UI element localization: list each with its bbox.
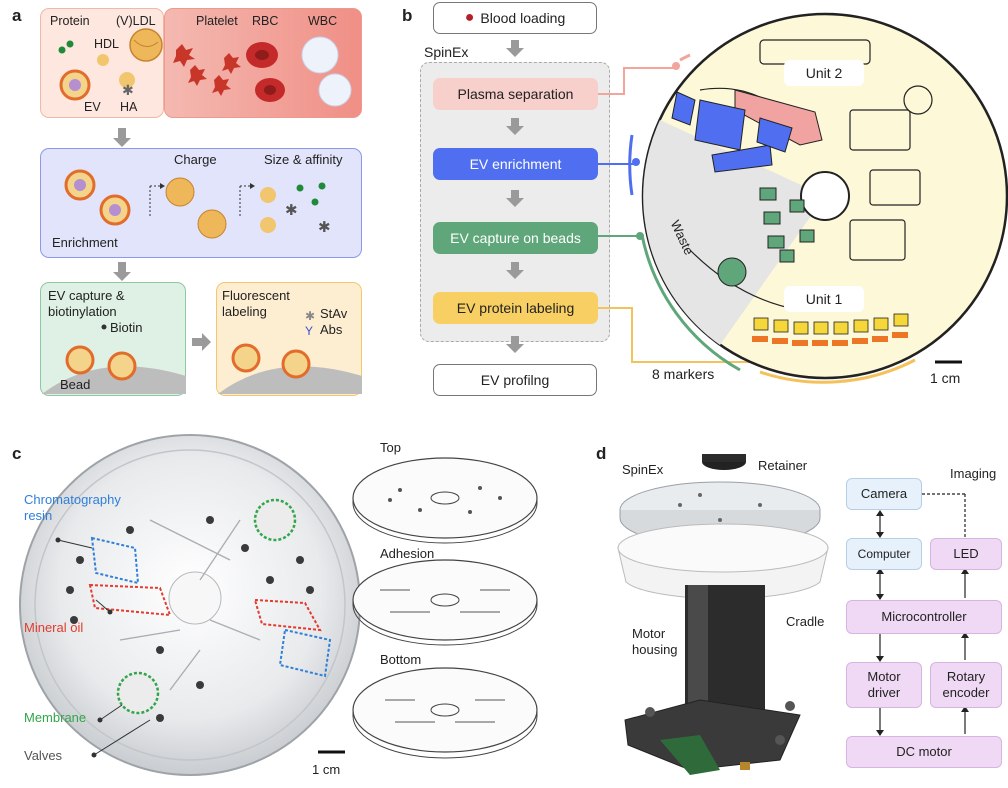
charge-label: Charge [174, 152, 217, 167]
plasma-separation-box: Plasma separation [433, 78, 598, 110]
dc-motor-text: DC motor [896, 744, 952, 760]
spinex-d-label: SpinEx [622, 462, 664, 477]
led-block: LED [930, 538, 1002, 570]
platelet-label: Platelet [196, 14, 238, 28]
ev-capture-label: EV capture on beads [450, 230, 581, 246]
wbc-label: WBC [308, 14, 338, 28]
valves-callout: Valves [24, 748, 63, 763]
svg-text:Y: Y [305, 324, 313, 338]
svg-text:✱: ✱ [285, 202, 298, 219]
chromatography-callout: Chromatography resin [24, 492, 121, 523]
capture-labeling-graphics: ✱ Y [42, 309, 362, 394]
spinex-label: SpinEx [424, 44, 469, 60]
ev-enrichment-label: EV enrichment [469, 156, 562, 172]
capture-title: EV capture & biotinylation [48, 288, 125, 320]
markers-label: 8 markers [652, 366, 715, 382]
microcontroller-block: Microcontroller [846, 600, 1002, 634]
ev-enrichment-box: EV enrichment [433, 148, 598, 180]
stav-label: StAv [320, 306, 348, 321]
ev-profiling-box: EV profilng [433, 364, 597, 396]
rotary-encoder-block: Rotary encoder [930, 662, 1002, 708]
enrichment-graphics: ✱✱ [64, 169, 331, 239]
unit2-label: Unit 2 [784, 60, 864, 86]
unit1-label: Unit 1 [784, 286, 864, 312]
vldl-label: (V)LDL [116, 14, 156, 28]
protein-label: Protein [50, 14, 90, 28]
panel-label-b: b [402, 6, 413, 25]
imaging-label: Imaging [950, 466, 997, 481]
ev-profiling-label: EV profilng [480, 372, 550, 388]
motor-driver-text: Motor driver [867, 669, 901, 700]
camera-text: Camera [860, 486, 908, 502]
layer-adhesion-label: Adhesion [380, 546, 435, 561]
microcontroller-text: Microcontroller [881, 609, 967, 625]
led-text: LED [953, 546, 979, 562]
ev-labeling-box: EV protein labeling [433, 292, 598, 324]
panel-label-a: a [12, 6, 22, 25]
rbc-label: RBC [252, 14, 279, 28]
blood-drop-icon: ● [464, 9, 475, 26]
panel-label-d: d [596, 444, 607, 463]
computer-text: Computer [857, 546, 911, 561]
abs-label: Abs [320, 322, 343, 337]
size-affinity-label: Size & affinity [264, 152, 343, 167]
mineral-oil-callout: Mineral oil [24, 620, 84, 635]
ha-label: HA [120, 100, 138, 114]
panel-label-c: c [12, 444, 22, 463]
computer-block: Computer [846, 538, 922, 570]
hdl-label: HDL [94, 37, 120, 51]
layer-bottom-label: Bottom [380, 652, 422, 667]
membrane-callout: Membrane [24, 710, 87, 725]
unit1-text: Unit 1 [805, 291, 843, 307]
svg-text:✱: ✱ [318, 219, 331, 236]
retainer-label: Retainer [758, 458, 808, 473]
svg-text:✱: ✱ [305, 309, 315, 323]
plasma-separation-label: Plasma separation [457, 86, 574, 102]
blood-loading-box: ● Blood loading [433, 2, 597, 34]
panel-a-top-graphics: ✱ [58, 28, 352, 351]
scale-label-b: 1 cm [930, 370, 961, 386]
ev-capture-box: EV capture on beads [433, 222, 598, 254]
svg-text:✱: ✱ [122, 82, 134, 98]
motor-driver-block: Motor driver [846, 662, 922, 708]
labeling-title: Fluorescent labeling [222, 288, 290, 320]
enrichment-box [40, 148, 362, 258]
cradle-label: Cradle [786, 614, 825, 629]
blood-loading-label: Blood loading [480, 10, 566, 26]
bead-label: Bead [60, 377, 91, 392]
scale-label-c: 1 cm [312, 762, 341, 777]
motor-housing-label: Motor housing [632, 626, 678, 658]
rotary-encoder-text: Rotary encoder [942, 669, 990, 700]
camera-block: Camera [846, 478, 922, 510]
layer-top-label: Top [380, 440, 401, 455]
dc-motor-block: DC motor [846, 736, 1002, 768]
panel-b-graphics [506, 12, 1008, 384]
panel-c-graphics [19, 434, 538, 776]
ev-labeling-label: EV protein labeling [456, 300, 575, 316]
enrichment-title: Enrichment [52, 235, 118, 250]
ev-label: EV [84, 100, 101, 114]
unit2-text: Unit 2 [805, 65, 843, 81]
biotin-label: Biotin [110, 320, 143, 335]
